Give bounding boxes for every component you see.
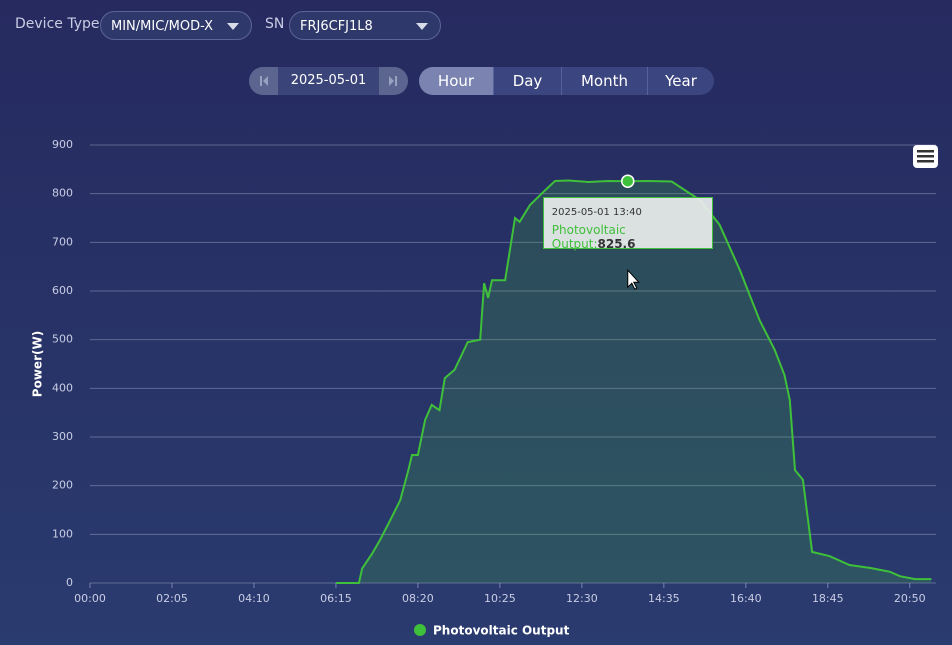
y-tick-label: 400 [52, 381, 73, 394]
y-tick-label: 300 [52, 430, 73, 443]
date-value[interactable]: 2025-05-01 [290, 73, 367, 88]
date-picker: 2025-05-01 [249, 67, 408, 95]
chart-menu-button[interactable] [913, 145, 938, 168]
y-tick-label: 800 [52, 187, 73, 200]
legend-marker [414, 624, 426, 636]
tooltip-label: Photovoltaic Output: [551, 223, 626, 252]
y-tick-label: 700 [52, 235, 73, 248]
period-tab[interactable]: Hour [419, 67, 493, 95]
tooltip-value: 825.6 [597, 237, 636, 252]
x-tick-label: 16:40 [730, 592, 762, 605]
y-tick-label: 200 [52, 479, 73, 492]
sn-select[interactable]: FRJ6CFJ1L8 [289, 11, 441, 40]
tooltip: 2025-05-01 13:40 Photovoltaic Output:825.… [542, 197, 713, 251]
period-tab[interactable]: Day [493, 67, 561, 95]
x-tick-label: 08:20 [402, 592, 434, 605]
x-tick-label: 12:30 [566, 592, 598, 605]
device-type-select[interactable]: MIN/MIC/MOD-X [100, 11, 252, 40]
y-tick-label: 0 [66, 576, 73, 589]
x-tick-label: 14:35 [648, 592, 680, 605]
x-tick-label: 10:25 [484, 592, 516, 605]
area-fill [335, 180, 932, 583]
x-tick-label: 06:15 [320, 592, 352, 605]
x-tick-label: 00:00 [74, 592, 106, 605]
period-tab[interactable]: Month [561, 67, 647, 95]
legend-label: Photovoltaic Output [433, 624, 570, 638]
y-tick-label: 100 [52, 527, 73, 540]
x-tick-label: 20:50 [894, 592, 926, 605]
x-tick-label: 04:10 [238, 592, 270, 605]
device-type-label: Device Type [15, 16, 100, 32]
sn-label: SN [265, 16, 285, 32]
area-line [335, 179, 932, 584]
device-type-value: MIN/MIC/MOD-X [111, 19, 214, 34]
y-tick-label: 900 [52, 138, 73, 151]
sn-value: FRJ6CFJ1L8 [300, 19, 373, 34]
prev-date-button[interactable] [249, 67, 278, 95]
y-tick-label: 500 [52, 333, 73, 346]
tooltip-row: Photovoltaic Output:825.6 [552, 223, 704, 251]
y-axis-title: Power(W) [31, 331, 45, 397]
legend-item[interactable]: Photovoltaic Output [414, 624, 570, 638]
period-tabs: Hour Day Month Year [419, 67, 714, 95]
y-tick-label: 600 [52, 284, 73, 297]
next-date-button[interactable] [379, 67, 408, 95]
tooltip-title: 2025-05-01 13:40 [551, 207, 642, 219]
x-tick-label: 18:45 [812, 592, 844, 605]
mouse-cursor [627, 268, 640, 290]
hover-point [621, 174, 635, 188]
x-tick-label: 02:05 [156, 592, 188, 605]
period-tab[interactable]: Year [647, 67, 714, 95]
